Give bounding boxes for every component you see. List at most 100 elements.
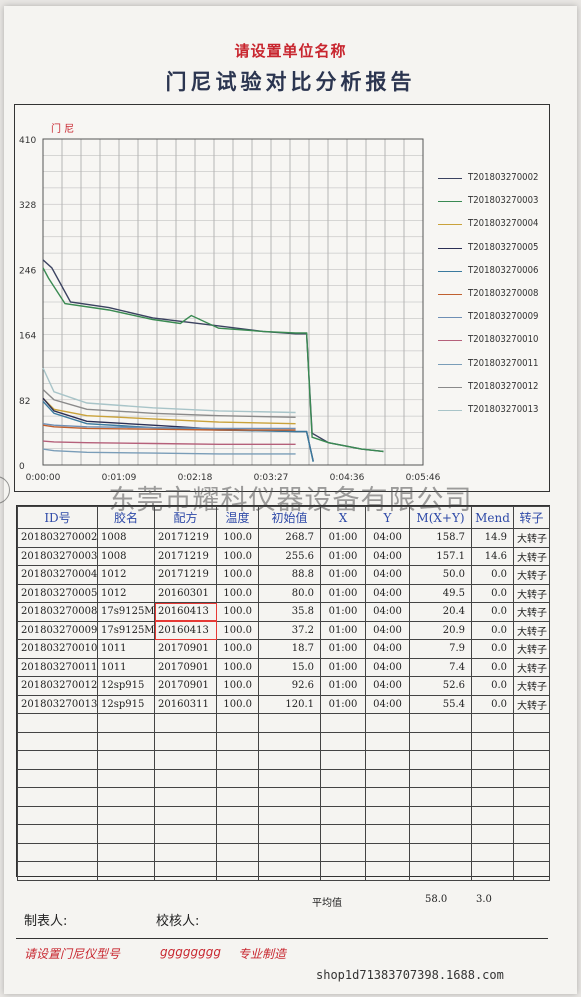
table-cell: 1012 [97,583,155,603]
table-cell: 01:00 [320,657,366,677]
table-cell [17,731,98,751]
table-cell: 01:00 [320,583,366,603]
table-cell: 04:00 [365,639,410,659]
chart-legend: T201803270002 T201803270003 T201803270004 T… [436,172,548,427]
chart-frame: 门 尼 410 328 246 164 82 0 0:00:00 0:01:09 0:02:18 0… [14,104,550,492]
table-cell: 88.8 [258,565,321,585]
table-cell: 04:00 [365,676,410,696]
table-cell [320,805,366,825]
checker-label: 校核人: [156,914,200,929]
table-cell: 201803270012 [17,676,98,696]
series-line-T201803270011 [42,448,296,455]
table-cell: 120.1 [258,694,321,714]
series-line-T201803270004 [42,397,296,425]
table-cell: 92.6 [258,676,321,696]
table-cell [17,805,98,825]
shop-url: shop1d71383707398.1688.com [316,968,504,982]
table-cell: 35.8 [258,602,321,622]
table-cell: 100.0 [216,602,259,622]
table-row-empty [17,861,550,881]
y-tick-label: 82 [19,397,30,407]
legend-label: T201803270011 [468,357,539,369]
table-cell [471,787,514,807]
table-cell [409,768,472,788]
table-cell [97,861,155,881]
table-cell [471,768,514,788]
x-tick-label: 0:04:36 [330,473,365,483]
table-cell [365,768,410,788]
series-line-T201803270010 [42,440,296,445]
y-tick-label: 410 [19,136,36,146]
table-cell [471,713,514,733]
table-cell [365,824,410,844]
table-row: 201803270002 1008 20171219 100.0 268.7 01:00 0… [17,528,550,548]
average-mend: 3.0 [476,894,492,905]
footer-divider [16,938,548,939]
table-cell: 100.0 [216,639,259,659]
table-row-empty [17,824,550,844]
report-title: 门尼试验对比分析报告 [165,69,416,94]
table-cell [513,787,550,807]
table-cell [513,750,550,770]
legend-item: T201803270002 [436,172,548,195]
legend-label: T201803270003 [468,195,539,207]
table-header-row: ID号 胶名 配方 温度 初始值 X Y M(X+Y) Mend 转子 [17,506,550,529]
table-cell: 12sp915 [97,694,155,714]
table-cell: 52.6 [409,676,472,696]
table-cell [320,824,366,844]
table-cell [409,824,472,844]
table-cell: 大转子 [513,546,550,566]
table-cell [513,713,550,733]
table-cell [216,787,259,807]
table-cell: 大转子 [513,620,550,640]
table-cell: 04:00 [365,602,410,622]
table-cell: 0.0 [471,676,514,696]
table-cell: 158.7 [409,528,472,548]
table-cell: 201803270010 [17,639,98,659]
legend-swatch [438,386,462,388]
table-cell: 01:00 [320,694,366,714]
table-cell [365,713,410,733]
legend-item: T201803270008 [436,288,548,311]
table-cell: 20160311 [154,694,217,714]
table-cell: 1008 [97,528,155,548]
table-row-empty [17,805,550,825]
table-cell [17,824,98,844]
table-cell [97,713,155,733]
table-cell: 大转子 [513,583,550,603]
table-cell: 0.0 [471,602,514,622]
table-cell: 100.0 [216,676,259,696]
table-cell: 100.0 [216,657,259,677]
table-cell [513,731,550,751]
table-cell: 20160413 [154,620,217,640]
legend-swatch [438,409,462,411]
table-cell [154,842,217,862]
table-row: 201803270009 17s9125M 20160413 100.0 37.2 01:… [17,620,550,640]
table-cell [258,824,321,844]
table-cell: 100.0 [216,565,259,585]
table-cell: 20160301 [154,583,217,603]
table-cell: 201803270005 [17,583,98,603]
table-cell: 1012 [97,565,155,585]
table-cell: 0.0 [471,565,514,585]
table-cell: 7.9 [409,639,472,659]
table-cell [365,861,410,881]
table-cell [97,731,155,751]
table-cell: 12sp915 [97,676,155,696]
table-cell: 49.5 [409,583,472,603]
legend-label: T201803270013 [468,403,539,415]
legend-item: T201803270004 [436,218,548,241]
table-cell [216,768,259,788]
table-cell [513,842,550,862]
table-row-empty [17,842,550,862]
table-cell: 100.0 [216,620,259,640]
table-cell: 01:00 [320,528,366,548]
table-cell: 201803270002 [17,528,98,548]
table-cell [17,842,98,862]
table-cell: 大转子 [513,565,550,585]
table-cell [320,750,366,770]
x-tick-label: 0:00:00 [26,473,61,483]
table-cell [97,768,155,788]
table-cell [154,861,217,881]
x-tick-label: 0:01:09 [102,473,137,483]
